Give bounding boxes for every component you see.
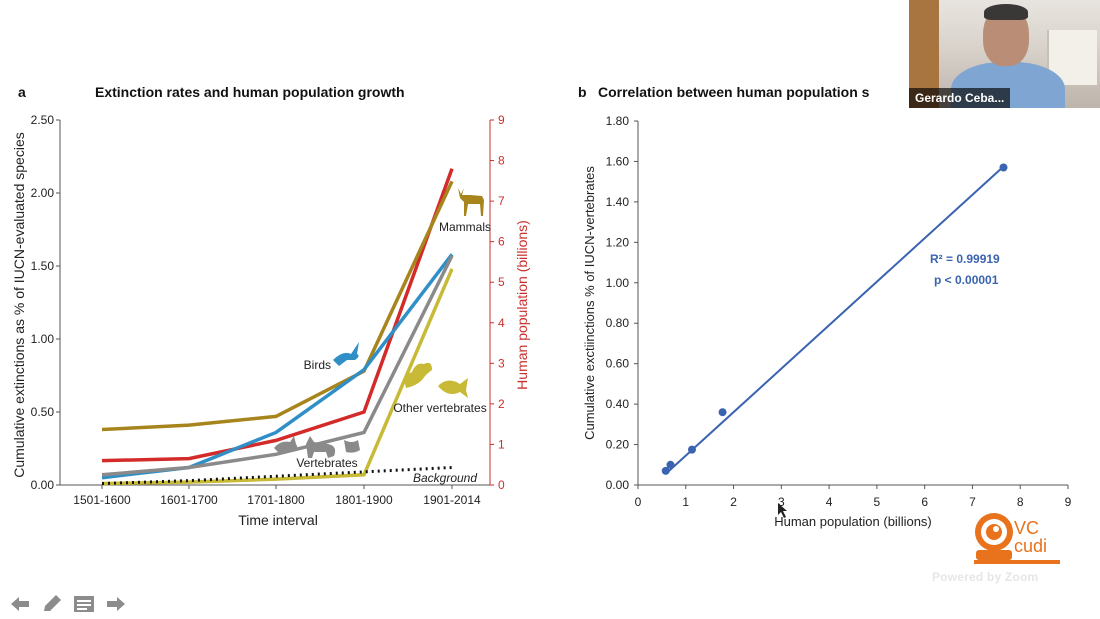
x-tick-label: 1 [682, 495, 689, 509]
data-point [718, 408, 727, 417]
y2-tick-label: 5 [498, 275, 505, 289]
participant-name: Gerardo Ceba... [909, 88, 1011, 108]
y-tick-label: 0.40 [606, 397, 630, 411]
chart-a: 0.00 0.50 1.00 1.50 2.00 2.50 0 1 2 3 4 5 6 7 8 9 1501-1… [11, 113, 530, 528]
y2-tick-label: 2 [498, 397, 505, 411]
powered-by-label: Powered by Zoom [932, 570, 1039, 584]
y-tick-label: 1.00 [606, 276, 630, 290]
x-tick-label: 0 [635, 495, 642, 509]
panel-b-title: Correlation between human population s [598, 84, 870, 100]
participant-hair [984, 4, 1028, 20]
x-tick-label: 5 [874, 495, 881, 509]
y-tick-label: 1.40 [606, 195, 630, 209]
data-point [666, 460, 675, 469]
other-vertebrates-label: Other vertebrates [393, 401, 486, 415]
pencil-icon[interactable] [40, 593, 64, 615]
background-line [101, 465, 453, 486]
y-tick-label: 1.80 [606, 114, 630, 128]
y-tick-label: 0.80 [606, 316, 630, 330]
x-tick-label: 1801-1900 [335, 493, 393, 507]
background-label: Background [413, 471, 477, 485]
x-tick-label: 8 [1017, 495, 1024, 509]
deer-icon [458, 188, 484, 216]
data-point [999, 163, 1008, 172]
x-tick-label: 1501-1600 [73, 493, 131, 507]
data-point [661, 466, 670, 475]
y-tick-label: 0.60 [606, 357, 630, 371]
y2-axis-label: Human population (billions) [514, 220, 530, 390]
y-tick-label: 1.20 [606, 235, 630, 249]
arrow-left-icon[interactable] [8, 593, 32, 615]
y-tick-label: 1.50 [31, 259, 55, 273]
x-tick-label: 3 [778, 495, 785, 509]
other-vertebrates-line [101, 268, 454, 486]
y2-tick-label: 6 [498, 235, 505, 249]
y2-tick-label: 0 [498, 478, 505, 492]
chart-b: 0.00 0.20 0.40 0.60 0.80 1.00 1.20 1.40 1.60 1.80… [582, 114, 1072, 529]
x-tick-label: 9 [1065, 495, 1072, 509]
y-tick-label: 0.50 [31, 405, 55, 419]
y2-tick-label: 7 [498, 194, 505, 208]
y-tick-label: 0.00 [31, 478, 55, 492]
y-tick-label: 0.20 [606, 438, 630, 452]
y-tick-label: 2.00 [31, 186, 55, 200]
y-tick-label: 1.60 [606, 154, 630, 168]
p-value-label: p < 0.00001 [934, 273, 999, 287]
x-axis-label: Human population (billions) [774, 514, 932, 529]
y-axis-label: Cumulative exctiinctions % of IUCN-verte… [582, 166, 597, 440]
trendline [665, 165, 1005, 475]
y2-tick-label: 9 [498, 113, 505, 127]
mammals-line [101, 180, 454, 432]
birds-label: Birds [304, 358, 331, 372]
participant-video[interactable]: Gerardo Ceba... [909, 0, 1100, 108]
y-tick-label: 1.00 [31, 332, 55, 346]
slide-navigation [8, 592, 128, 616]
y2-tick-label: 8 [498, 154, 505, 168]
vc-cudi-logo: VC cudi [974, 513, 1060, 564]
x-tick-label: 6 [921, 495, 928, 509]
panel-b-letter: b [578, 84, 587, 100]
y-tick-label: 2.50 [31, 113, 55, 127]
bird-icon [333, 342, 359, 366]
mammals-label: Mammals [439, 220, 491, 234]
vertebrates-label: Vertebrates [296, 456, 357, 470]
x-tick-label: 1601-1700 [160, 493, 218, 507]
frog-fish-icon [404, 362, 468, 398]
panel-a-letter: a [18, 84, 26, 100]
x-tick-label: 2 [730, 495, 737, 509]
fox-bird-icon [274, 436, 360, 458]
cursor-icon [778, 503, 787, 518]
x-tick-label: 1901-2014 [423, 493, 481, 507]
logo-text-vc: VC [1014, 518, 1039, 538]
r-squared-label: R² = 0.99919 [930, 252, 1000, 266]
y2-tick-label: 4 [498, 316, 505, 330]
x-tick-label: 1701-1800 [247, 493, 305, 507]
y2-tick-label: 1 [498, 437, 505, 451]
menu-icon[interactable] [72, 593, 96, 615]
panel-a-title: Extinction rates and human population gr… [95, 84, 405, 100]
x-tick-label: 4 [826, 495, 833, 509]
data-point [687, 445, 696, 454]
y-tick-label: 0.00 [606, 478, 630, 492]
vertebrates-line [101, 254, 454, 477]
x-axis-label: Time interval [238, 512, 318, 528]
x-tick-label: 7 [969, 495, 976, 509]
arrow-right-icon[interactable] [104, 593, 128, 615]
birds-line [101, 253, 454, 480]
y-axis-label: Cumulative extinctions as % of IUCN-eval… [11, 132, 27, 478]
y2-tick-label: 3 [498, 356, 505, 370]
logo-text-cudi: cudi [1014, 536, 1047, 556]
